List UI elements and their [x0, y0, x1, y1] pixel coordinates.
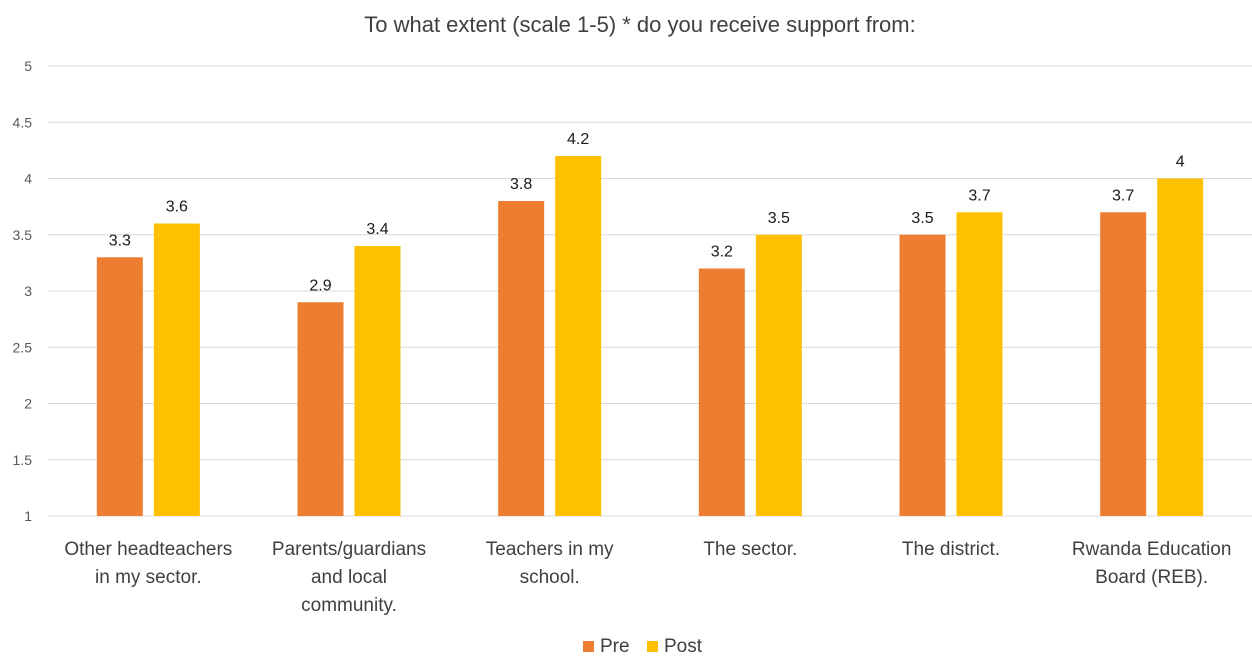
data-label: 3.6	[166, 199, 188, 216]
x-tick-label: Board (REB).	[1095, 567, 1208, 588]
bar-post	[1157, 178, 1204, 516]
bar-pre	[297, 302, 344, 516]
bar-post	[555, 156, 602, 516]
data-label: 3.4	[366, 221, 388, 238]
y-tick-label: 2.5	[13, 339, 33, 355]
data-label: 3.3	[109, 232, 131, 249]
data-label: 4.2	[567, 131, 589, 148]
legend-label-post: Post	[664, 636, 703, 657]
y-tick-label: 1	[24, 508, 32, 524]
data-labels: 3.3 3.6 2.9 3.4 3.8 4.2 3.2 3.5 3.5 3.7 3.7 4	[109, 131, 1185, 294]
data-label: 3.7	[1112, 187, 1134, 204]
bar-pre	[899, 234, 946, 516]
y-tick-label: 1.5	[13, 452, 33, 468]
legend-swatch-pre	[583, 641, 594, 652]
data-label: 3.5	[768, 210, 790, 227]
data-label: 3.2	[711, 244, 733, 261]
y-tick-label: 5	[24, 58, 32, 74]
x-tick-label: school.	[520, 567, 580, 588]
data-label: 3.7	[968, 187, 990, 204]
x-tick-label: and local	[311, 567, 387, 588]
x-tick-label: The sector.	[703, 539, 797, 560]
data-label: 3.8	[510, 176, 532, 193]
bar-post	[755, 234, 802, 516]
y-tick-label: 3.5	[13, 227, 33, 243]
bar-pre	[498, 201, 545, 516]
x-tick-label: The district.	[902, 539, 1000, 560]
x-axis-ticks: Other headteachers in my sector. Parents/g…	[64, 539, 1231, 616]
bar-post	[956, 212, 1003, 516]
grid-layer	[48, 65, 1252, 517]
legend-label-pre: Pre	[600, 636, 630, 657]
y-tick-label: 4.5	[13, 114, 33, 130]
x-tick-label: Rwanda Education	[1072, 539, 1232, 560]
y-tick-label: 4	[24, 171, 32, 187]
x-tick-label: in my sector.	[95, 567, 202, 588]
bar-post	[354, 246, 401, 516]
bar-post	[153, 223, 200, 516]
y-axis-ticks: 1 1.5 2 2.5 3 3.5 4 4.5 5	[13, 58, 33, 524]
x-tick-label: Parents/guardians	[272, 539, 426, 560]
data-label: 2.9	[309, 277, 331, 294]
bar-pre	[1100, 212, 1147, 516]
data-label: 3.5	[911, 210, 933, 227]
legend: Pre Post	[583, 636, 703, 657]
data-label: 4	[1176, 154, 1185, 171]
chart-title: To what extent (scale 1-5) * do you rece…	[364, 12, 915, 37]
bars	[96, 156, 1204, 516]
x-tick-label: Teachers in my	[486, 539, 614, 560]
legend-swatch-post	[647, 641, 658, 652]
bar-pre	[96, 257, 143, 516]
y-tick-label: 2	[24, 396, 32, 412]
x-tick-label: community.	[301, 595, 397, 616]
y-tick-label: 3	[24, 283, 32, 299]
x-tick-label: Other headteachers	[64, 539, 232, 560]
bar-pre	[698, 268, 745, 516]
